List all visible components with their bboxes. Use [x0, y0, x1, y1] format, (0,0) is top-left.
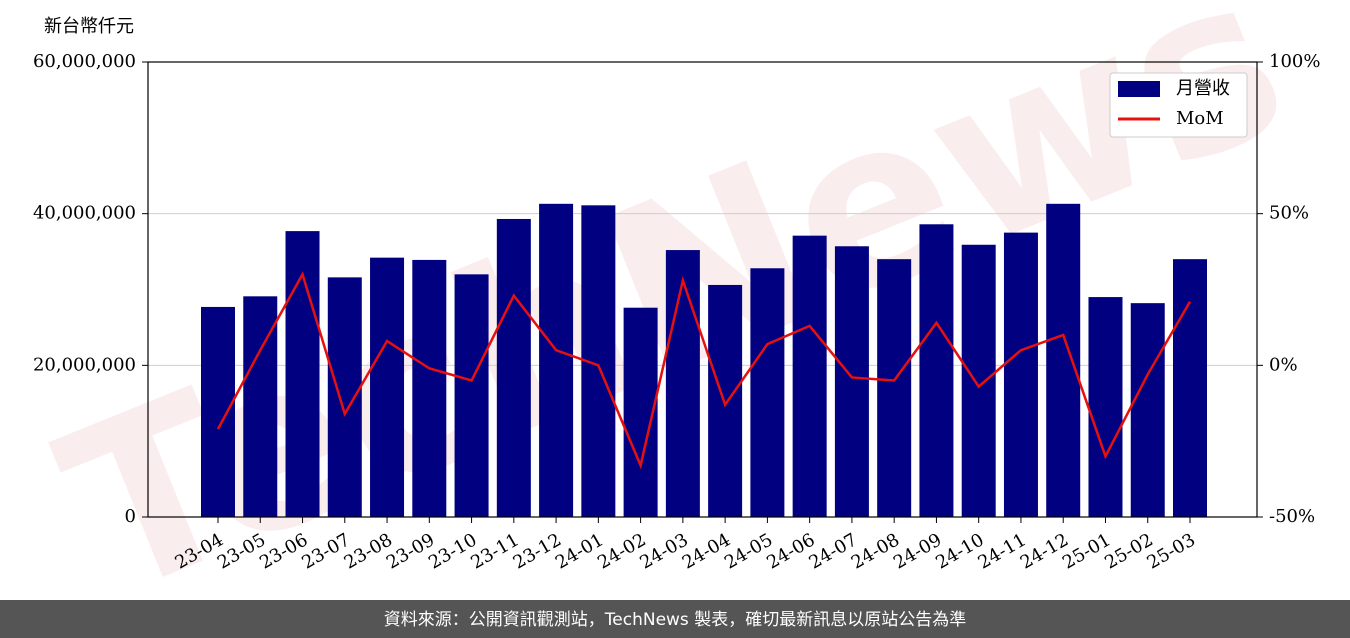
bar	[243, 296, 278, 517]
y-tick-label: 0	[125, 506, 136, 527]
legend-swatch	[1118, 81, 1160, 97]
bar	[750, 268, 785, 517]
bar	[877, 259, 912, 517]
bar	[792, 235, 827, 518]
bar	[370, 257, 405, 517]
bar	[201, 306, 235, 517]
y-tick-label: 60,000,000	[33, 51, 136, 72]
bar	[285, 231, 320, 517]
legend-label: 月營收	[1176, 78, 1230, 99]
bar	[327, 277, 362, 517]
y2-tick-label: 0%	[1269, 354, 1298, 375]
bar	[496, 218, 531, 517]
y-tick-label: 40,000,000	[33, 203, 136, 224]
bar	[539, 203, 574, 517]
bar	[919, 224, 954, 518]
footer-band	[0, 600, 1350, 638]
bar	[1003, 232, 1038, 517]
y-tick-label: 20,000,000	[33, 354, 136, 375]
bar	[1130, 303, 1165, 517]
footer-text: 資料來源：公開資訊觀測站，TechNews 製表，確切最新訊息以原站公告為準	[384, 610, 966, 630]
plot-frame	[147, 61, 1258, 518]
bar	[412, 259, 447, 517]
y2-tick-label: 100%	[1269, 51, 1320, 72]
bar	[454, 274, 489, 517]
bar	[1173, 259, 1207, 517]
y2-tick-label: 50%	[1269, 203, 1309, 224]
y-axis-title: 新台幣仟元	[44, 16, 134, 37]
line	[216, 271, 1192, 470]
y2-tick-label: -50%	[1269, 506, 1315, 527]
bar	[1046, 203, 1081, 517]
bar	[834, 246, 869, 517]
bar	[1088, 297, 1123, 517]
legend-label: MoM	[1176, 108, 1224, 129]
bar	[961, 244, 996, 517]
x-tick-label: 25-03	[1144, 529, 1199, 573]
bar	[665, 250, 700, 518]
